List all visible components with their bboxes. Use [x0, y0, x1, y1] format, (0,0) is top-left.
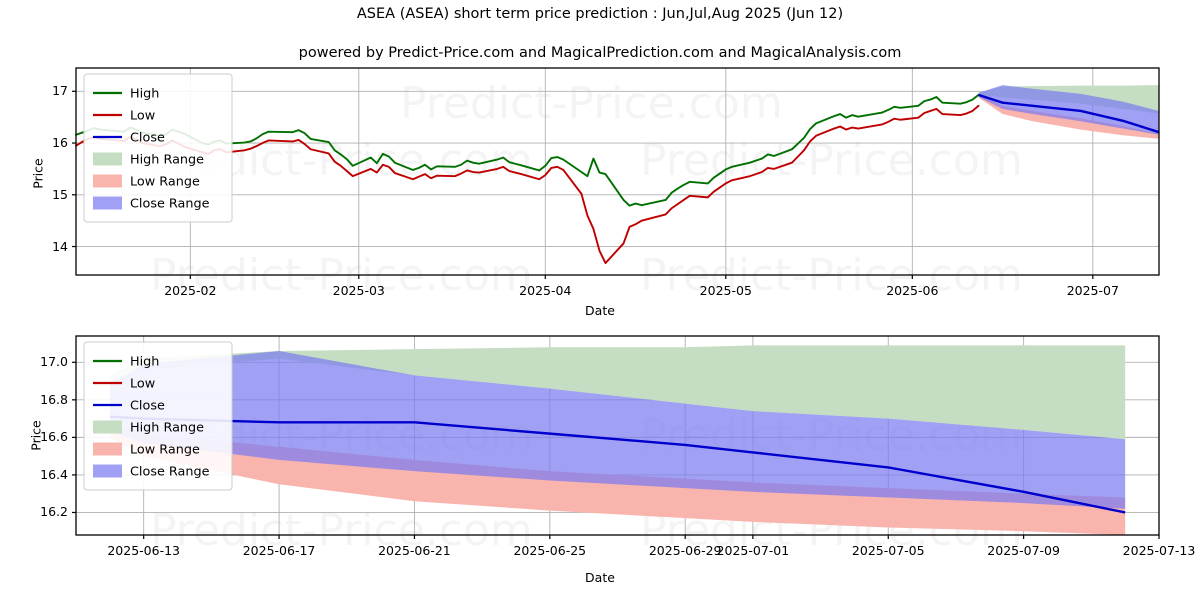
bottom-legend-label: High: [130, 355, 159, 370]
bottom-y-tick: 16.6: [40, 429, 68, 445]
top-legend-label: Close Range: [130, 197, 210, 212]
bottom-legend-patch-swatch: [93, 464, 122, 478]
top-x-tick: 2025-05: [699, 283, 752, 298]
top-legend-label: Low: [130, 109, 155, 124]
bottom-chart-plot: Predict-Price.comPredict-Price.comPredic…: [72, 335, 1160, 556]
top-x-tick: 2025-07: [1066, 283, 1119, 298]
top-x-tick: 2025-06: [886, 283, 939, 298]
top-plot-background: [76, 68, 1159, 275]
bottom-legend-patch-swatch: [93, 420, 122, 434]
top-legend-label: High Range: [130, 153, 204, 168]
top-legend-label: High: [130, 87, 159, 102]
top-x-tick: 2025-04: [519, 283, 572, 298]
bottom-y-tick: 16.8: [40, 391, 68, 407]
bottom-x-tick: 2025-06-17: [242, 543, 316, 558]
bottom-legend-label: Close Range: [130, 465, 210, 480]
bottom-y-tick: 16.4: [40, 466, 68, 482]
bottom-x-tick: 2025-06-25: [513, 543, 587, 558]
svg-text:Predict-Price.com: Predict-Price.com: [400, 78, 783, 129]
top-chart-plot: Predict-Price.com Predict-Price.comPredic…: [72, 67, 1160, 301]
top-x-axis-label: Date: [585, 303, 615, 318]
bottom-x-axis-label: Date: [585, 570, 615, 585]
top-y-axis-label: Price: [30, 158, 46, 189]
top-legend-label: Low Range: [130, 175, 200, 190]
bottom-y-tick: 16.2: [40, 504, 68, 520]
svg-text:Predict-Price.com: Predict-Price.com: [150, 505, 533, 556]
bottom-x-tick: 2025-06-29: [648, 543, 722, 558]
bottom-x-tick: 2025-07-01: [716, 543, 790, 558]
top-legend-patch-swatch: [93, 152, 122, 166]
bottom-legend-label: Low Range: [130, 443, 200, 458]
bottom-plot-border: [75, 335, 1160, 536]
top-legend-patch-swatch: [93, 196, 122, 210]
bottom-x-tick: 2025-07-09: [987, 543, 1060, 558]
bottom-x-tick: 2025-06-21: [378, 543, 451, 558]
top-x-tick: 2025-03: [332, 283, 385, 298]
bottom-legend: High Low Close High Range Low Range Close Ran…: [83, 341, 233, 491]
bottom-close-range-band: [109, 351, 1126, 509]
bottom-legend-label: Close: [130, 399, 165, 414]
top-forecast-close-line: [978, 93, 1160, 134]
top-x-tick: 2025-02: [164, 283, 217, 298]
top-plot-border: [75, 67, 1160, 276]
top-y-tick: 17: [52, 83, 68, 99]
page-title: ASEA (ASEA) short term price prediction …: [356, 6, 844, 22]
svg-text:Predict-Price.com: Predict-Price.com: [640, 135, 1023, 186]
bottom-legend-label: Low: [130, 377, 155, 392]
bottom-legend-label: High Range: [130, 421, 204, 436]
bottom-x-tick: 2025-06-13: [107, 543, 181, 558]
top-y-tick: 16: [52, 135, 68, 151]
bottom-chart-panel: Predict-Price.comPredict-Price.comPredic…: [0, 320, 1200, 600]
bottom-x-tick: 2025-07-05: [851, 543, 925, 558]
top-y-tick: 15: [52, 186, 68, 202]
page-subtitle: powered by Predict-Price.com and Magical…: [298, 45, 902, 61]
top-legend-patch-swatch: [93, 174, 122, 188]
top-y-tick: 14: [52, 238, 68, 254]
top-chart-panel: Predict-Price.com Predict-Price.com Predic…: [52, 67, 1160, 301]
bottom-x-tick: 2025-07-13: [1122, 543, 1196, 558]
bottom-legend-patch-swatch: [93, 442, 122, 456]
bottom-y-axis-label: Price: [28, 420, 44, 451]
bottom-y-tick: 17.0: [40, 354, 68, 370]
top-legend-label: Close: [130, 131, 165, 146]
top-legend: High Low Close High Range Low Range Close Ran…: [83, 73, 233, 223]
